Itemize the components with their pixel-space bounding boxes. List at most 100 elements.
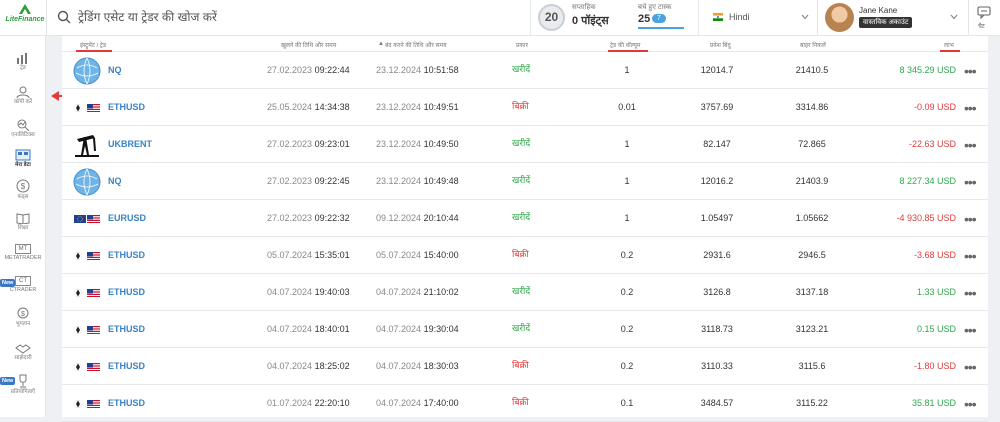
payment-icon: $ (17, 307, 29, 319)
more-options-icon[interactable]: ••• (964, 211, 977, 227)
sidebar-item-trade[interactable]: ट्रेड (0, 52, 46, 72)
sidebar-item-ctrader[interactable]: CT CTRADER (0, 276, 46, 294)
table-row[interactable]: ETHUSD 01.07.2024 22:20:10 04.07.2024 17:4… (62, 385, 988, 422)
exit-point: 3137.18 (795, 287, 829, 297)
profit-value: -3.68 USD (913, 250, 956, 260)
col-type[interactable]: प्रकार (516, 43, 529, 49)
entry-point: 3757.69 (700, 102, 734, 112)
sidebar-item-label: साझेदारी (14, 355, 32, 361)
sidebar-item-label: मेरा डेटा (15, 162, 31, 168)
trade-volume: 1 (624, 65, 630, 75)
trade-type: बिक्री (512, 360, 529, 370)
table-row[interactable]: ETHUSD 04.07.2024 18:25:02 04.07.2024 18:3… (62, 348, 988, 385)
more-options-icon[interactable]: ••• (964, 174, 977, 190)
search-icon[interactable] (57, 10, 71, 24)
instrument-link[interactable]: ETHUSD (108, 398, 146, 408)
col-instrument[interactable]: इंस्ट्रूमेंट / ट्रेड (80, 43, 107, 49)
open-datetime: 05.07.2024 15:35:01 (267, 250, 350, 260)
chat-icon[interactable] (977, 6, 991, 19)
table-row[interactable]: UKBRENT 27.02.2023 09:23:01 23.12.2024 10:… (62, 126, 988, 163)
instrument-link[interactable]: UKBRENT (108, 139, 152, 149)
trade-type: खरीदें (512, 323, 531, 333)
nasdaq-globe-icon (73, 168, 101, 196)
instrument-link[interactable]: NQ (108, 65, 122, 75)
instrument-link[interactable]: ETHUSD (108, 102, 146, 112)
scrollbar[interactable] (990, 36, 1000, 417)
close-datetime: 04.07.2024 21:10:02 (376, 287, 459, 297)
table-row[interactable]: ETHUSD 04.07.2024 19:40:03 04.07.2024 21:1… (62, 274, 988, 311)
tasks-progress-bar (638, 27, 684, 29)
chevron-down-icon[interactable] (801, 14, 809, 20)
col-exit[interactable]: बाहर निकलें (800, 43, 826, 49)
more-options-icon[interactable]: ••• (964, 137, 977, 153)
language-select[interactable]: Hindi (729, 12, 750, 22)
user-name[interactable]: Jane Kane (859, 6, 898, 15)
table-row[interactable]: ETHUSD 25.05.2024 14:34:38 23.12.2024 10:4… (62, 89, 988, 126)
more-options-icon[interactable]: ••• (964, 285, 977, 301)
trade-volume: 0.2 (620, 287, 634, 297)
logo-mark-icon (19, 4, 31, 14)
entry-point: 1.05497 (700, 213, 734, 223)
trade-type: खरीदें (512, 138, 531, 148)
sidebar-item-label: एनालिटिक्स (11, 132, 35, 138)
table-row[interactable]: EURUSD 27.02.2023 09:22:32 09.12.2024 20:1… (62, 200, 988, 237)
sort-asc-icon[interactable]: ▲ (378, 41, 384, 47)
sidebar-item-contests[interactable]: प्रतियोगिताएँ (0, 374, 46, 396)
weekly-points-label: सप्ताहिक (572, 4, 596, 11)
instrument-link[interactable]: ETHUSD (108, 361, 146, 371)
exit-point: 3314.86 (795, 102, 829, 112)
sidebar-item-payments[interactable]: $ भुगतान (0, 306, 46, 328)
sidebar-item-copy[interactable]: कॉपी करें (0, 86, 46, 106)
avatar[interactable] (825, 3, 854, 32)
weekly-points-value[interactable]: 0 पॉइंट्स (572, 15, 609, 27)
close-datetime: 04.07.2024 19:30:04 (376, 324, 459, 334)
instrument-link[interactable]: ETHUSD (108, 287, 146, 297)
open-datetime: 27.02.2023 09:22:44 (267, 65, 350, 75)
tasks-value[interactable]: 25 (638, 13, 651, 25)
table-row[interactable]: NQ 27.02.2023 09:22:44 23.12.2024 10:51:58… (62, 52, 988, 89)
col-entry[interactable]: प्रवेश बिंदु (710, 43, 731, 49)
instrument-link[interactable]: ETHUSD (108, 324, 146, 334)
sidebar-item-partnership[interactable]: साझेदारी (0, 342, 46, 362)
col-open-time[interactable]: खुलने की तिथि और समय (281, 43, 337, 49)
table-row[interactable]: ETHUSD 05.07.2024 15:35:01 05.07.2024 15:4… (62, 237, 988, 274)
close-datetime: 23.12.2024 10:49:48 (376, 176, 459, 186)
more-options-icon[interactable]: ••• (964, 100, 977, 116)
col-close-time[interactable]: बंद करने की तिथि और समय (385, 43, 447, 49)
sidebar-item-my-data[interactable]: मेरा डेटा (0, 149, 46, 169)
more-options-icon[interactable]: ••• (964, 63, 977, 79)
more-options-icon[interactable]: ••• (964, 359, 977, 375)
instrument-link[interactable]: NQ (108, 176, 122, 186)
more-options-icon[interactable]: ••• (964, 248, 977, 264)
trade-type: बिक्री (512, 397, 529, 407)
trade-volume: 0.01 (618, 102, 636, 112)
trade-volume: 1 (624, 213, 630, 223)
table-row[interactable]: ETHUSD 04.07.2024 18:40:01 04.07.2024 19:3… (62, 311, 988, 348)
litefinance-logo[interactable]: LiteFinance (4, 3, 46, 33)
table-row[interactable]: NQ 27.02.2023 09:22:45 23.12.2024 10:49:48… (62, 163, 988, 200)
open-datetime: 27.02.2023 09:22:32 (267, 213, 350, 223)
search-input[interactable] (78, 8, 518, 26)
more-options-icon[interactable]: ••• (964, 396, 977, 412)
instrument-link[interactable]: ETHUSD (108, 250, 146, 260)
tasks-label: बचे हुए टास्क (638, 4, 672, 11)
profit-value: 35.81 USD (911, 398, 956, 408)
exit-point: 72.865 (798, 139, 826, 149)
more-options-icon[interactable]: ••• (964, 322, 977, 338)
entry-point: 12014.7 (700, 65, 734, 75)
open-datetime: 04.07.2024 19:40:03 (267, 287, 350, 297)
profit-value: -1.80 USD (913, 361, 956, 371)
sidebar-item-funds[interactable]: $ फंड्स (0, 179, 46, 201)
chevron-down-icon[interactable] (950, 14, 958, 20)
col-profit[interactable]: लाभ (944, 43, 954, 49)
trade-volume: 0.2 (620, 361, 634, 371)
table-header: इंस्ट्रूमेंट / ट्रेड खुलने की तिथि और सम… (62, 36, 988, 52)
sidebar-item-analytics[interactable]: एनालिटिक्स (0, 119, 46, 139)
col-volume[interactable]: ट्रेड की वॉल्यूम (610, 43, 641, 49)
nasdaq-globe-icon (73, 57, 101, 85)
india-flag-icon (713, 13, 723, 21)
sidebar-item-metatrader[interactable]: MT METATRADER (0, 244, 46, 262)
instrument-link[interactable]: EURUSD (108, 213, 147, 223)
sidebar-item-education[interactable]: शिक्षा (0, 212, 46, 232)
level-medal[interactable]: 20 (538, 4, 565, 31)
